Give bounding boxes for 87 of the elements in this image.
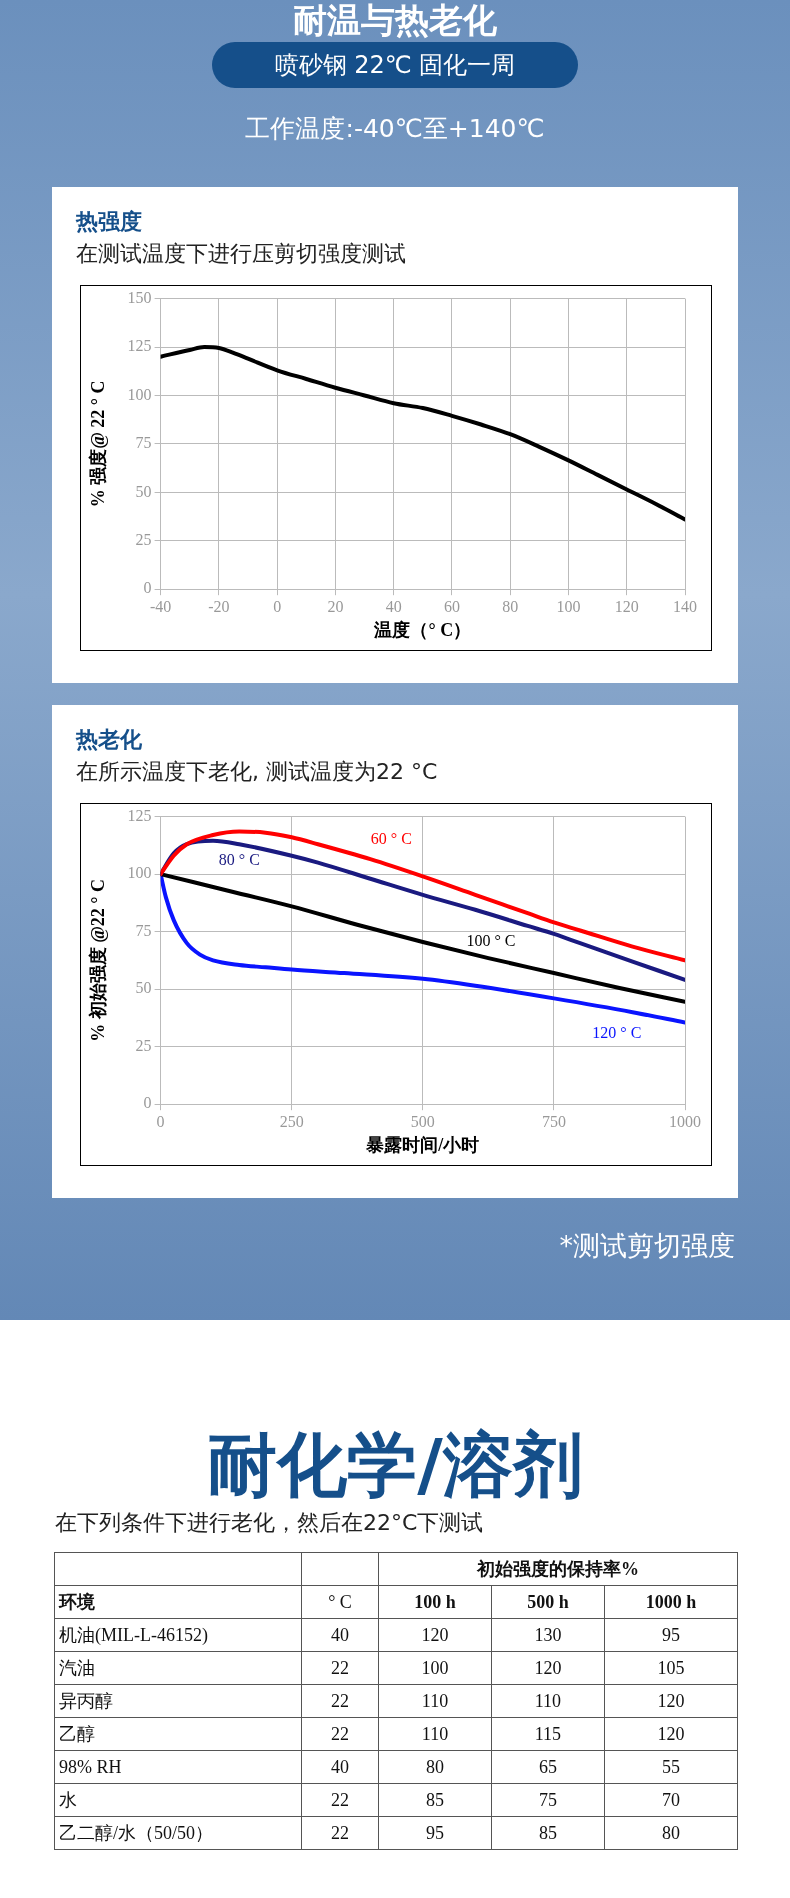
y-tick-label: 25 xyxy=(135,1036,152,1054)
x-tick-label: 250 xyxy=(279,1113,304,1130)
y-tick-label: 乙二醇/水（50/50） xyxy=(54,1816,302,1850)
x-axis-title: 暴露时间/小时 xyxy=(365,1134,480,1155)
data-label: 22 xyxy=(301,1783,379,1817)
x-tick-label: 100 xyxy=(556,598,581,615)
x-tick-label: 1000 h xyxy=(604,1585,738,1619)
y-tick-label: 125 xyxy=(127,806,152,824)
y-tick-label: 150 xyxy=(127,288,152,306)
data-label: 22 xyxy=(301,1816,379,1850)
y-tick-label: 100 xyxy=(127,864,152,882)
chart-subtitle: 在测试温度下进行压剪切强度测试 xyxy=(76,240,406,268)
x-tick-label: 140 xyxy=(673,598,697,615)
data-label: 130 xyxy=(491,1618,605,1652)
y-tick-label: 汽油 xyxy=(54,1651,302,1685)
data-label: 55 xyxy=(604,1750,738,1784)
chart-subtitle: 在下列条件下进行老化，然后在22°C下测试 xyxy=(55,1509,484,1537)
text: 喷砂钢 22℃ 固化一周 xyxy=(273,50,517,81)
data-label: 120 xyxy=(604,1684,738,1718)
x-tick-label: 0 xyxy=(156,1113,165,1130)
text: *测试剪切强度 xyxy=(559,1229,735,1263)
y-tick-label: 125 xyxy=(127,337,152,355)
x-tick-label: 60 xyxy=(443,598,460,615)
data-label: 40 xyxy=(301,1750,379,1784)
y-tick-label: 100 xyxy=(127,385,152,403)
data-label: 80 xyxy=(378,1750,492,1784)
x-tick-label: 80 xyxy=(502,598,519,615)
x-tick-label: ° C xyxy=(301,1585,379,1619)
x-tick-label: 120 xyxy=(614,598,639,615)
x-tick-label: 20 xyxy=(327,598,344,615)
y-tick-label: 50 xyxy=(135,979,152,997)
series-label: 120 ° C xyxy=(592,1023,642,1041)
data-label: 110 xyxy=(378,1684,492,1718)
data-label: 85 xyxy=(491,1816,605,1850)
y-axis-title: % 初始强度 @22 ° C xyxy=(88,878,109,1042)
data-label: 22 xyxy=(301,1651,379,1685)
y-tick-label: 75 xyxy=(135,921,152,939)
x-tick-label: 0 xyxy=(273,598,282,615)
data-label: 75 xyxy=(491,1783,605,1817)
data-label: 40 xyxy=(301,1618,379,1652)
y-tick-label: 98% RH xyxy=(54,1750,302,1784)
y-tick-label: 0 xyxy=(143,1094,152,1112)
data-label: 115 xyxy=(491,1717,605,1751)
x-tick-label: -40 xyxy=(149,598,172,615)
y-tick-label: 75 xyxy=(135,434,152,452)
y-tick-label: 乙醇 xyxy=(54,1717,302,1751)
data-label: 120 xyxy=(378,1618,492,1652)
x-tick-label: 500 h xyxy=(491,1585,605,1619)
series-label: 80 ° C xyxy=(218,851,260,869)
y-tick-label: 25 xyxy=(135,530,152,548)
data-label: 80 xyxy=(604,1816,738,1850)
data-label: 22 xyxy=(301,1717,379,1751)
y-tick-label: 机油(MIL-L-46152) xyxy=(54,1618,302,1652)
data-label: 110 xyxy=(378,1717,492,1751)
chart-title: 耐化学/溶剂 xyxy=(206,1423,584,1508)
chart-title: 热强度 xyxy=(76,208,142,236)
chart-subtitle: 在所示温度下老化, 测试温度为22 °C xyxy=(76,758,438,786)
x-tick-label: 40 xyxy=(385,598,402,615)
chart-title: 热老化 xyxy=(76,726,142,754)
y-tick-label: 异丙醇 xyxy=(54,1684,302,1718)
data-label: 100 xyxy=(378,1651,492,1685)
x-tick-label: -20 xyxy=(208,598,230,615)
data-label: 120 xyxy=(604,1717,738,1751)
y-axis-title: % 强度@ 22 ° C xyxy=(88,380,109,508)
data-label: 65 xyxy=(491,1750,605,1784)
series-label: 100 ° C xyxy=(466,931,516,949)
series-label: 60 ° C xyxy=(370,830,412,848)
data-label: 85 xyxy=(378,1783,492,1817)
x-axis-title: 初始强度的保持率% xyxy=(378,1552,738,1586)
y-tick-label: 0 xyxy=(143,579,152,597)
text: 耐温与热老化 xyxy=(292,0,498,40)
x-axis-title: 温度（° C） xyxy=(373,619,472,640)
x-tick-label: 1000 xyxy=(669,1113,701,1130)
y-tick-label: 水 xyxy=(54,1783,302,1817)
y-axis-title: 环境 xyxy=(54,1585,302,1619)
text: 工作温度:-40℃至+140℃ xyxy=(244,113,546,145)
x-tick-label: 100 h xyxy=(378,1585,492,1619)
data-label: 95 xyxy=(604,1618,738,1652)
y-tick-label: 50 xyxy=(135,482,152,500)
data-label: 105 xyxy=(604,1651,738,1685)
x-tick-label: 750 xyxy=(541,1113,566,1130)
data-label: 110 xyxy=(491,1684,605,1718)
x-tick-label: 500 xyxy=(410,1113,435,1130)
data-label: 22 xyxy=(301,1684,379,1718)
data-label: 95 xyxy=(378,1816,492,1850)
data-label: 70 xyxy=(604,1783,738,1817)
data-label: 120 xyxy=(491,1651,605,1685)
